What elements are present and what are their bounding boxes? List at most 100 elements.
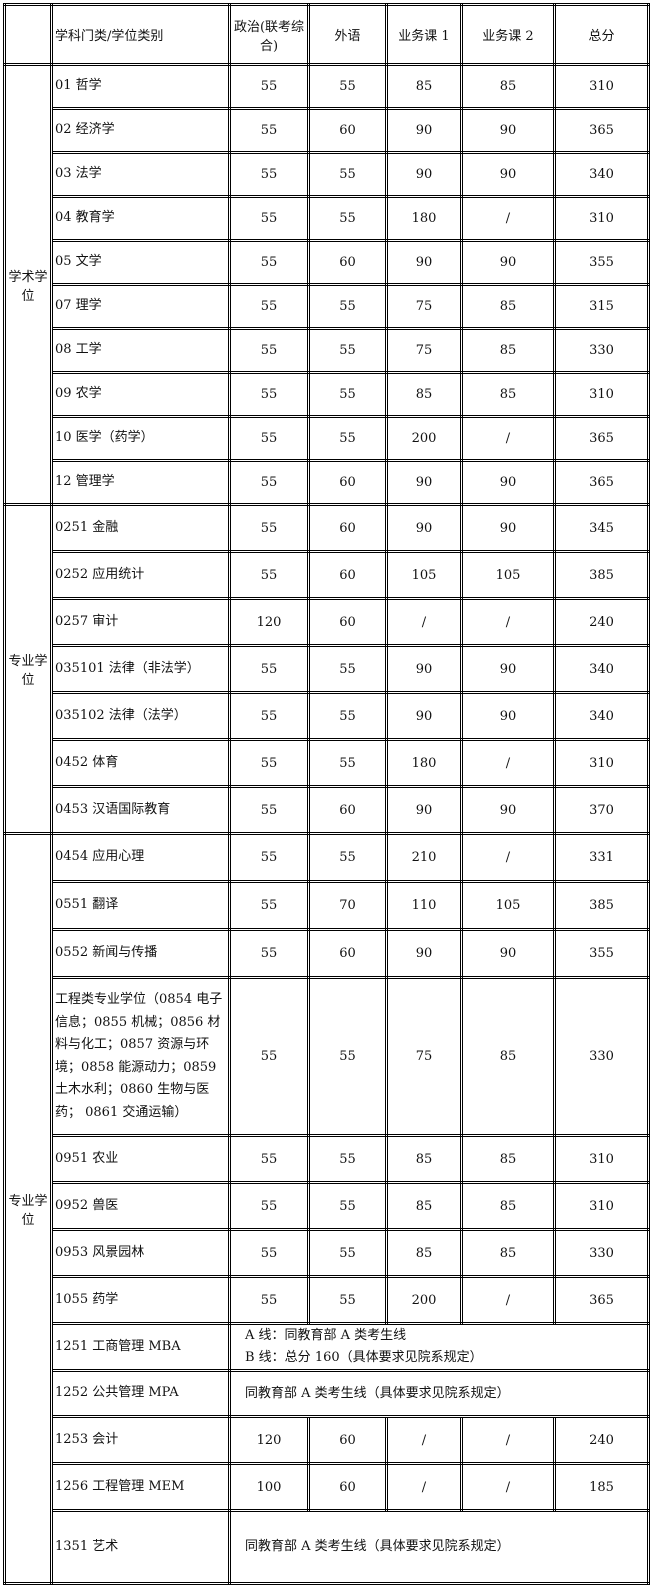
course1-score: / [385,1462,463,1512]
course1-score: 90 [385,151,463,198]
total-score: 370 [553,785,650,835]
table-row: 0252 应用统计 55 60 105 105 385 [5,550,650,600]
total-score: 331 [553,832,650,883]
course2-score: / [460,1415,556,1465]
total-score: 340 [553,644,650,694]
politics-score: 55 [228,459,310,506]
course1-score: 180 [385,738,463,788]
subject-name: 0452 体育 [50,738,231,788]
course1-score: 90 [385,503,463,553]
degree-group-label: 学术学位 [3,63,53,506]
total-score: 330 [553,327,650,374]
table-row: 0551 翻译 55 70 110 105 385 [5,880,650,931]
course1-score: 85 [385,1228,463,1278]
total-score: 310 [553,371,650,418]
foreign-score: 60 [307,550,388,600]
total-score: 340 [553,151,650,198]
table-row: 04 教育学 55 55 180/310 [5,195,650,242]
foreign-score: 55 [307,1275,388,1325]
subject-name: 1252 公共管理 MPA [50,1369,231,1418]
foreign-score: 60 [307,1415,388,1465]
foreign-score: 60 [307,239,388,286]
course2-score: / [460,1462,556,1512]
subject-name: 09 农学 [50,371,231,418]
politics-score: 55 [228,239,310,286]
table-row: 02 经济学 55 60 90 90 365 [5,107,650,154]
total-score: 240 [553,597,650,647]
subject-name: 12 管理学 [50,459,231,506]
table-row: 0953 风景园林 55 55 85 85 330 [5,1228,650,1278]
degree-group-label: 专业学位 [3,503,53,835]
course2-score: 85 [460,1134,556,1184]
politics-score: 55 [228,976,310,1137]
total-score: 310 [553,195,650,242]
foreign-score: 55 [307,738,388,788]
subject-name: 1251 工商管理 MBA [50,1322,231,1372]
politics-score: 100 [228,1462,310,1512]
table-row: 1252 公共管理 MPA 同教育部 A 类考生线（具体要求见院系规定） [5,1369,650,1418]
course1-score: 85 [385,1134,463,1184]
total-score: 310 [553,63,650,110]
foreign-score: 70 [307,880,388,931]
foreign-score: 55 [307,644,388,694]
politics-score: 55 [228,1275,310,1325]
course1-score: 90 [385,644,463,694]
foreign-score: 60 [307,785,388,835]
subject-name: 0252 应用统计 [50,550,231,600]
course2-score: 105 [460,880,556,931]
total-score: 355 [553,928,650,979]
politics-score: 55 [228,644,310,694]
politics-score: 55 [228,738,310,788]
politics-score: 55 [228,1228,310,1278]
foreign-score: 60 [307,1462,388,1512]
course1-score: 200 [385,1275,463,1325]
politics-score: 55 [228,691,310,741]
foreign-score: 55 [307,1134,388,1184]
course2-score: 105 [460,550,556,600]
course2-score: / [460,1275,556,1325]
foreign-score: 55 [307,1181,388,1231]
foreign-score: 55 [307,691,388,741]
course1-score: 75 [385,327,463,374]
course2-score: 85 [460,1181,556,1231]
total-score: 310 [553,1134,650,1184]
subject-name: 0257 审计 [50,597,231,647]
subject-name: 05 文学 [50,239,231,286]
course2-score: / [460,832,556,883]
course2-score: / [460,597,556,647]
politics-score: 120 [228,1415,310,1465]
subject-name: 0951 农业 [50,1134,231,1184]
table-row: 专业学位 0454 应用心理 55 55 210/331 [3,832,650,1585]
table-row: 0952 兽医 55 55 85 85 310 [5,1181,650,1231]
merged-requirement: 同教育部 A 类考生线（具体要求见院系规定） [228,1369,650,1418]
subject-name: 1351 艺术 [50,1509,231,1585]
foreign-score: 55 [307,976,388,1137]
total-score: 185 [553,1462,650,1512]
course1-score: 90 [385,107,463,154]
course2-score: 90 [460,691,556,741]
politics-score: 120 [228,597,310,647]
subject-name: 工程类专业学位（0854 电子信息；0855 机械；0856 材料与化工；085… [50,976,231,1137]
course2-score: 85 [460,283,556,330]
total-score: 240 [553,1415,650,1465]
total-score: 315 [553,283,650,330]
politics-score: 55 [228,63,310,110]
politics-score: 55 [228,283,310,330]
politics-score: 55 [228,415,310,462]
course2-score: 90 [460,644,556,694]
subject-name: 0453 汉语国际教育 [50,785,231,835]
foreign-score: 60 [307,928,388,979]
course2-score: 90 [460,107,556,154]
course2-score: / [460,415,556,462]
table-row: 10 医学（药学） 55 55 200/365 [5,415,650,462]
subject-name: 07 理学 [50,283,231,330]
total-score: 355 [553,239,650,286]
subject-name: 035102 法律（法学） [50,691,231,741]
politics-score: 55 [228,785,310,835]
table-row: 1055 药学 55 55 200/365 [5,1275,650,1325]
table-row: 035102 法律（法学） 55 55 90 90 340 [5,691,650,741]
course2-score: 85 [460,371,556,418]
politics-score: 55 [228,1181,310,1231]
requirement-line: 同教育部 A 类考生线（具体要求见院系规定） [245,1385,510,1401]
politics-score: 55 [228,195,310,242]
